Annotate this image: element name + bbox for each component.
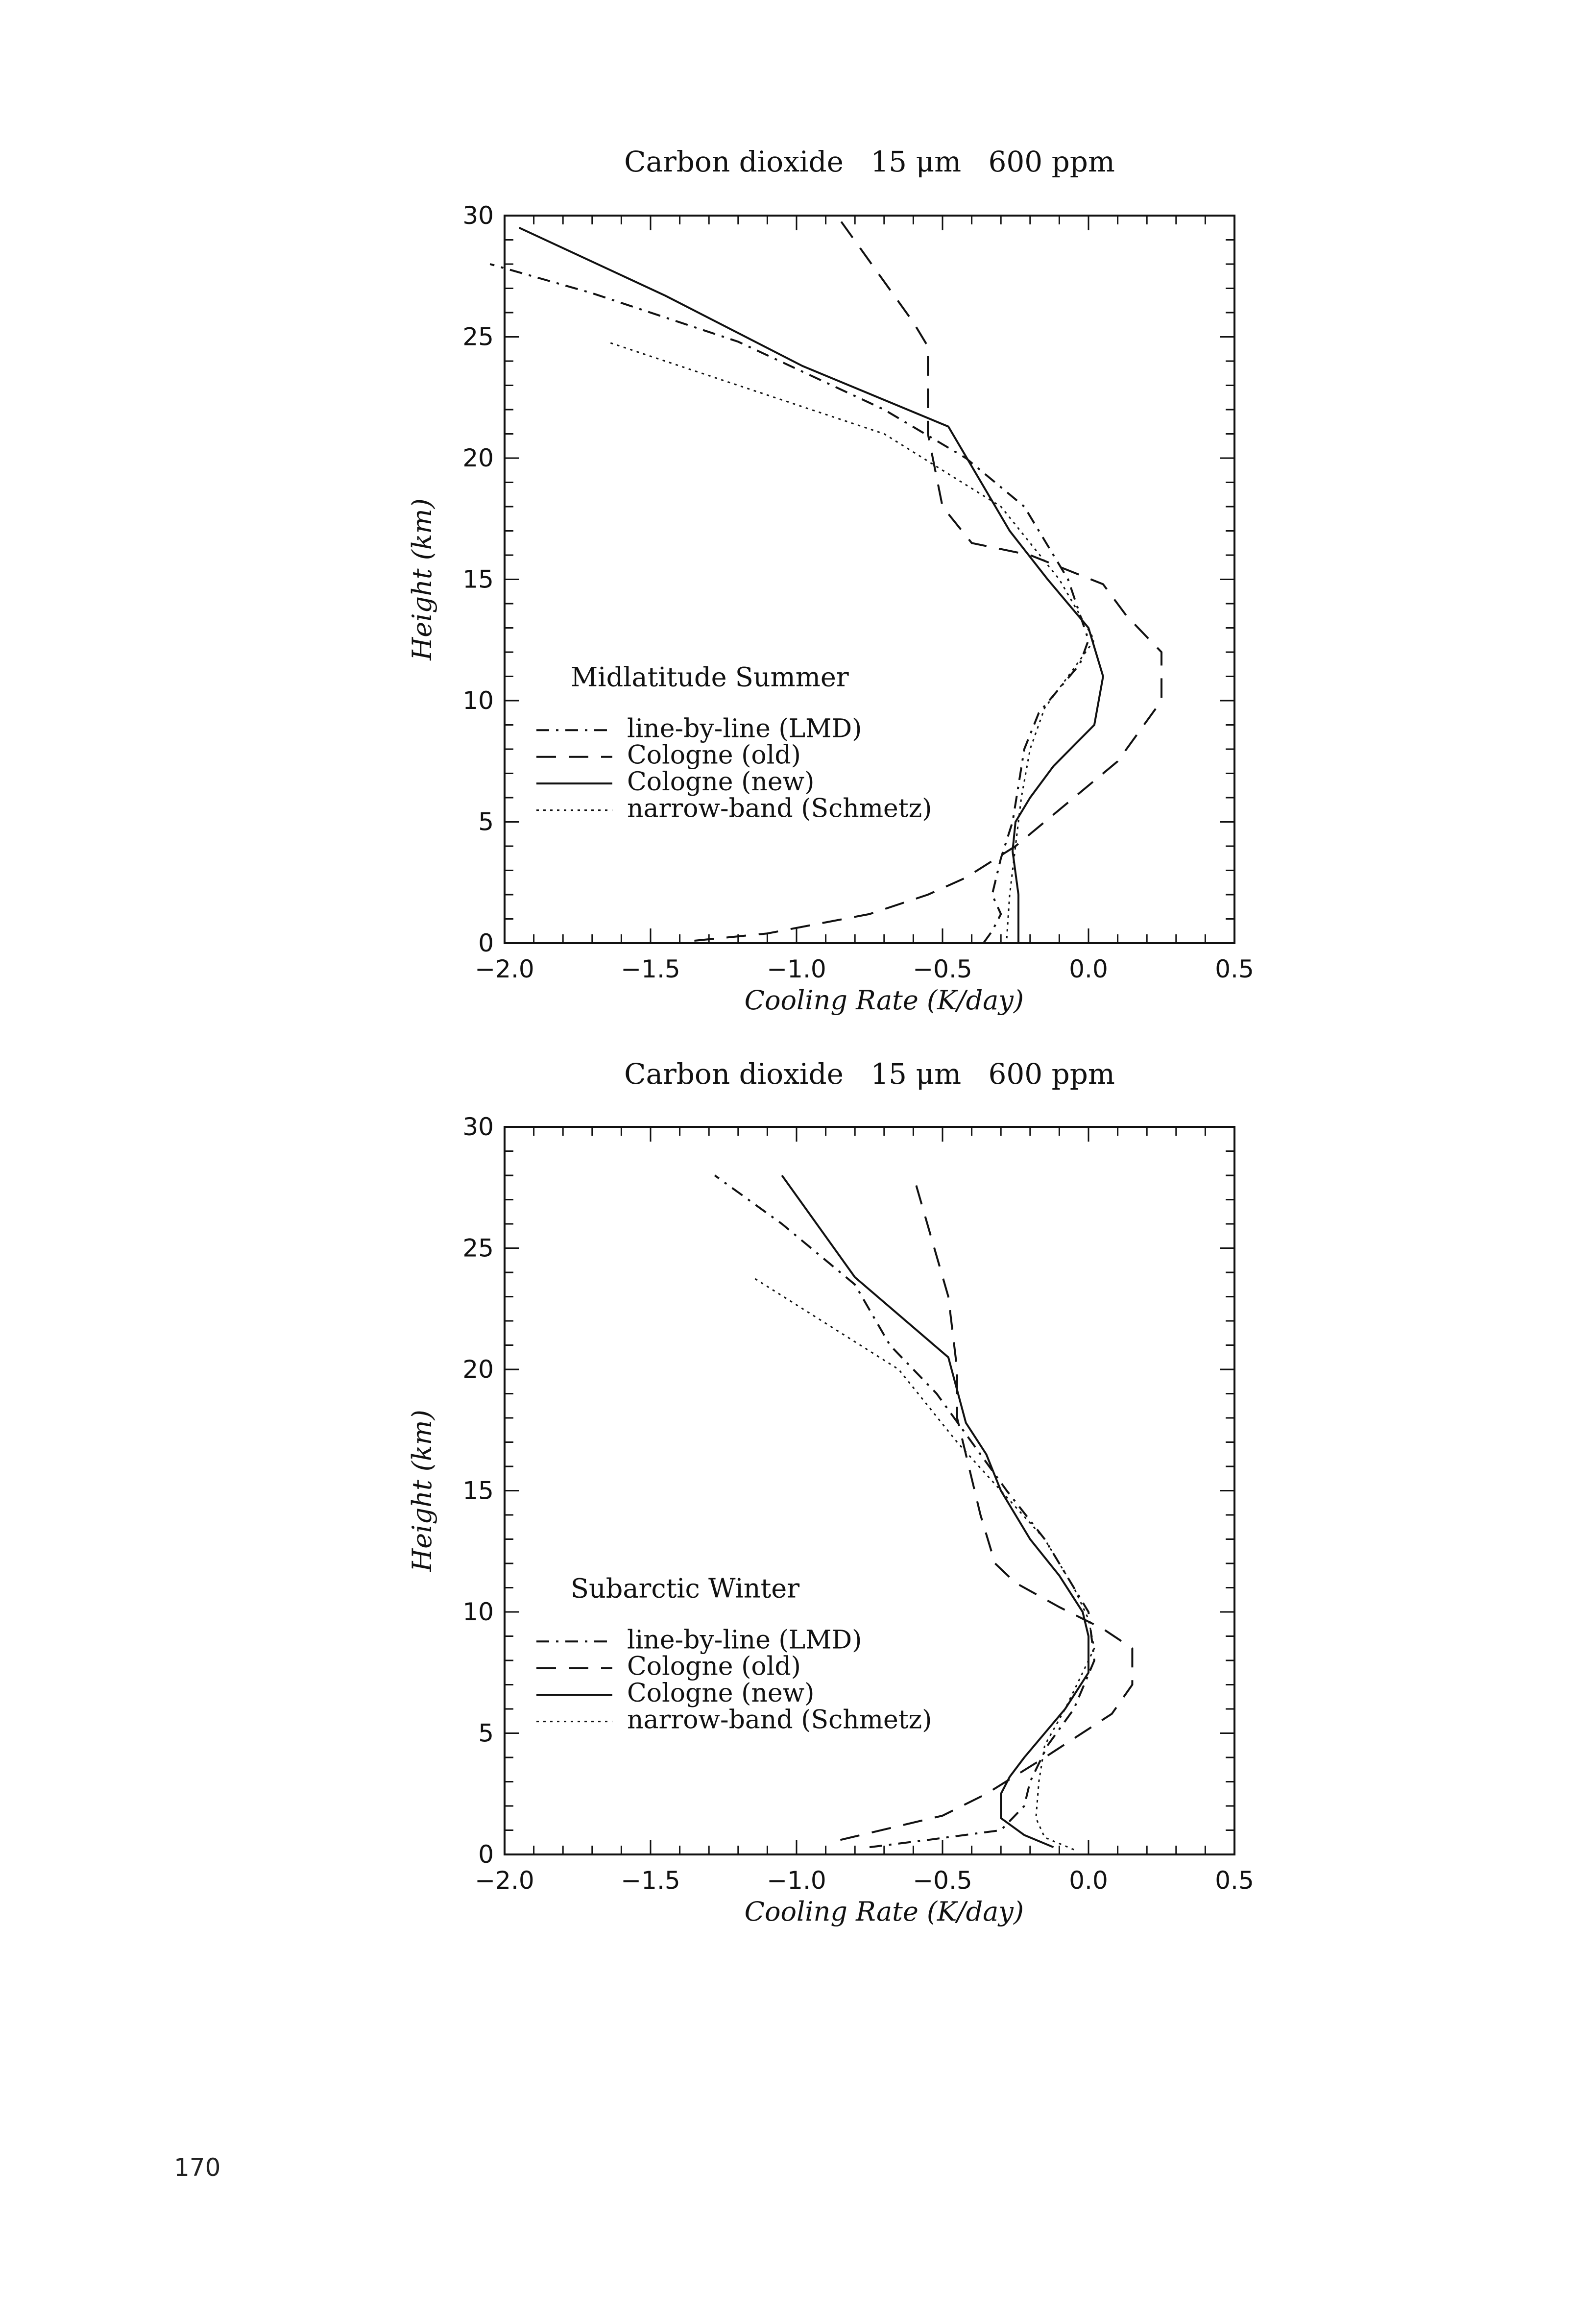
y-tick-label: 30 (462, 1113, 494, 1141)
x-tick-label: −0.5 (913, 1866, 972, 1895)
y-tick-label: 20 (462, 1355, 494, 1384)
y-tick-label: 5 (478, 808, 494, 836)
x-tick-label: 0.5 (1215, 1866, 1254, 1895)
x-tick-label: −2.0 (475, 1866, 534, 1895)
y-tick-label: 25 (462, 323, 494, 351)
x-tick-label: 0.0 (1069, 955, 1108, 983)
x-tick-label: 0.0 (1069, 1866, 1108, 1895)
plot-frame (504, 215, 1235, 944)
y-tick-label: 20 (462, 444, 494, 472)
series-line-cologne-new (518, 226, 1104, 943)
y-tick-label: 0 (478, 1840, 494, 1869)
chart-panel-2: −2.0 −1.5 −1.0 −0.5 0.0 0.5 0 5 10 15 20 25 30 Carbon… (407, 1057, 1254, 1927)
series-line-narrow-band-schmetz (606, 341, 1095, 939)
chart-title: Carbon dioxide 15 μm 600 ppm (624, 145, 1115, 178)
chart-annotation: Subarctic Winter (571, 1573, 799, 1604)
legend-entry: Cologne (old) (627, 741, 801, 770)
x-axis-label: Cooling Rate (K/day) (745, 1896, 1024, 1927)
chart-annotation: Midlatitude Summer (571, 662, 849, 693)
x-tick-label: 0.5 (1215, 955, 1254, 983)
legend-entry: Cologne (old) (627, 1652, 801, 1682)
y-tick-label: 15 (462, 1477, 494, 1505)
legend-entry: Cologne (new) (627, 1679, 814, 1708)
x-tick-label: −2.0 (475, 955, 534, 983)
chart-panel-1: −2.0 −1.5 −1.0 −0.5 0.0 0.5 0 5 10 15 20 25 30 Carbon… (407, 145, 1254, 1016)
page-number: 170 (174, 2153, 221, 2182)
chart-title: Carbon dioxide 15 μm 600 ppm (624, 1057, 1115, 1091)
y-tick-label: 15 (462, 565, 494, 594)
plot-frame (504, 1126, 1235, 1855)
x-tick-label: −1.0 (767, 955, 826, 983)
y-tick-label: 10 (462, 1598, 494, 1626)
legend-entry: line-by-line (LMD) (627, 1625, 862, 1655)
series-line-line-by-line-lmd (489, 263, 1089, 943)
x-tick-label: −1.5 (621, 1866, 680, 1895)
y-tick-label: 10 (462, 686, 494, 715)
y-tick-label: 25 (462, 1234, 494, 1263)
y-axis-label: Height (km) (407, 1410, 437, 1572)
legend-entry: Cologne (new) (627, 767, 814, 797)
legend-entry: narrow-band (Schmetz) (627, 1706, 932, 1735)
series-line-cologne-old (694, 219, 1162, 942)
series-line-narrow-band-schmetz (752, 1276, 1095, 1851)
y-tick-label: 5 (478, 1719, 494, 1748)
x-tick-label: −0.5 (913, 955, 972, 983)
x-axis-label: Cooling Rate (K/day) (745, 985, 1024, 1016)
x-tick-label: −1.0 (767, 1866, 826, 1895)
y-tick-label: 0 (478, 929, 494, 957)
legend-entry: line-by-line (LMD) (627, 714, 862, 743)
series-line-cologne-new (781, 1174, 1089, 1849)
x-tick-label: −1.5 (621, 955, 680, 983)
y-tick-label: 30 (462, 201, 494, 230)
legend-entry: narrow-band (Schmetz) (627, 794, 932, 824)
series-line-line-by-line-lmd (714, 1174, 1095, 1849)
y-axis-label: Height (km) (407, 498, 437, 661)
series-line-cologne-old (840, 1175, 1134, 1841)
